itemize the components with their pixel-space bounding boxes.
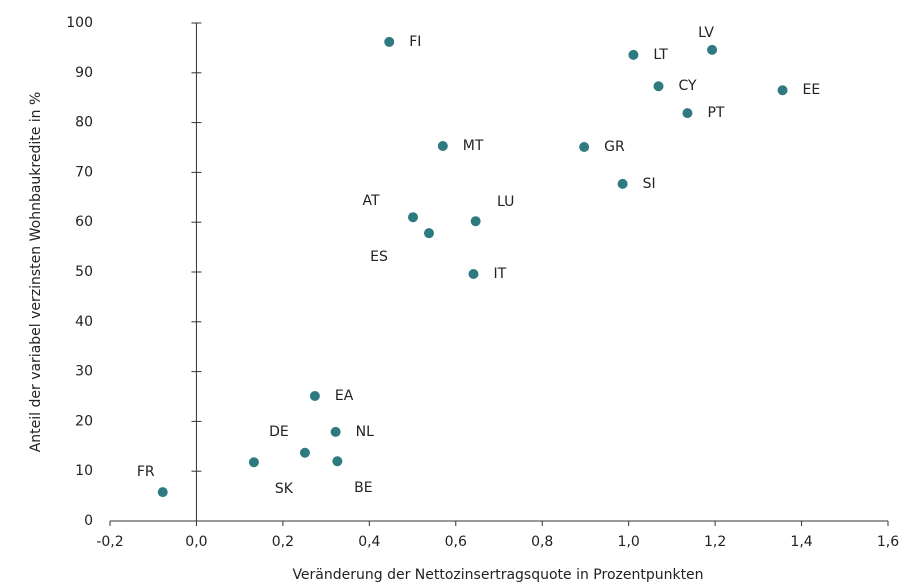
y-tick-label: 60 bbox=[75, 214, 93, 230]
x-tick-label: 1,4 bbox=[790, 534, 812, 550]
point-label: AT bbox=[362, 193, 379, 209]
point bbox=[579, 142, 590, 153]
x-tick-label: 1,2 bbox=[704, 534, 726, 550]
point-label: ES bbox=[370, 249, 388, 265]
point bbox=[628, 49, 639, 60]
x-tick-label: 0,2 bbox=[272, 534, 294, 550]
x-axis-label: Veränderung der Nettozinsertragsquote in… bbox=[292, 567, 703, 583]
y-tick-label: 100 bbox=[66, 15, 93, 31]
point bbox=[332, 456, 343, 467]
point-label: CY bbox=[678, 78, 697, 94]
y-tick-label: 0 bbox=[84, 513, 93, 529]
point-label: EA bbox=[335, 388, 354, 404]
point bbox=[468, 268, 479, 279]
point bbox=[248, 457, 259, 468]
y-tick-label: 40 bbox=[75, 314, 93, 330]
point-label: EE bbox=[803, 82, 821, 98]
point-label: IT bbox=[493, 266, 506, 282]
point-label: PT bbox=[707, 105, 724, 121]
x-tick-label: -0,2 bbox=[96, 534, 123, 550]
point bbox=[777, 85, 788, 96]
point-label: FI bbox=[409, 34, 421, 50]
y-tick-label: 90 bbox=[75, 65, 93, 81]
y-tick-label: 30 bbox=[75, 364, 93, 380]
y-tick-label: 70 bbox=[75, 164, 93, 180]
x-tick-label: 0,4 bbox=[358, 534, 380, 550]
x-tick-label: 0,8 bbox=[531, 534, 553, 550]
point-label: LU bbox=[497, 194, 514, 210]
y-tick-label: 10 bbox=[75, 463, 93, 479]
point-label: SK bbox=[275, 481, 294, 497]
point bbox=[299, 447, 310, 458]
point bbox=[330, 426, 341, 437]
point bbox=[653, 81, 664, 92]
point-label: LV bbox=[698, 25, 714, 41]
point bbox=[407, 212, 418, 223]
point-label: FR bbox=[137, 464, 155, 480]
point bbox=[682, 108, 693, 119]
point-label: LT bbox=[653, 47, 668, 63]
point-label: SI bbox=[643, 176, 656, 192]
x-tick-label: 1,6 bbox=[877, 534, 899, 550]
point-label: DE bbox=[269, 424, 289, 440]
point-label: NL bbox=[356, 424, 374, 440]
point bbox=[437, 141, 448, 152]
point-label: GR bbox=[604, 139, 625, 155]
point bbox=[157, 487, 168, 498]
point bbox=[309, 391, 320, 402]
y-axis-label: Anteil der variabel verzinsten Wohnbaukr… bbox=[28, 92, 44, 453]
point bbox=[617, 178, 628, 189]
y-tick-label: 50 bbox=[75, 264, 93, 280]
point-label: MT bbox=[463, 138, 484, 154]
point-label: BE bbox=[354, 480, 372, 496]
x-tick-label: 0,6 bbox=[445, 534, 467, 550]
x-tick-label: 1,0 bbox=[618, 534, 640, 550]
point bbox=[470, 216, 481, 227]
y-tick-label: 20 bbox=[75, 413, 93, 429]
y-axis-label-text: Anteil der variabel verzinsten Wohnbaukr… bbox=[28, 92, 44, 453]
x-tick-label: 0,0 bbox=[185, 534, 207, 550]
y-tick-label: 80 bbox=[75, 115, 93, 131]
point bbox=[384, 36, 395, 47]
point bbox=[423, 228, 434, 239]
point bbox=[707, 44, 718, 55]
